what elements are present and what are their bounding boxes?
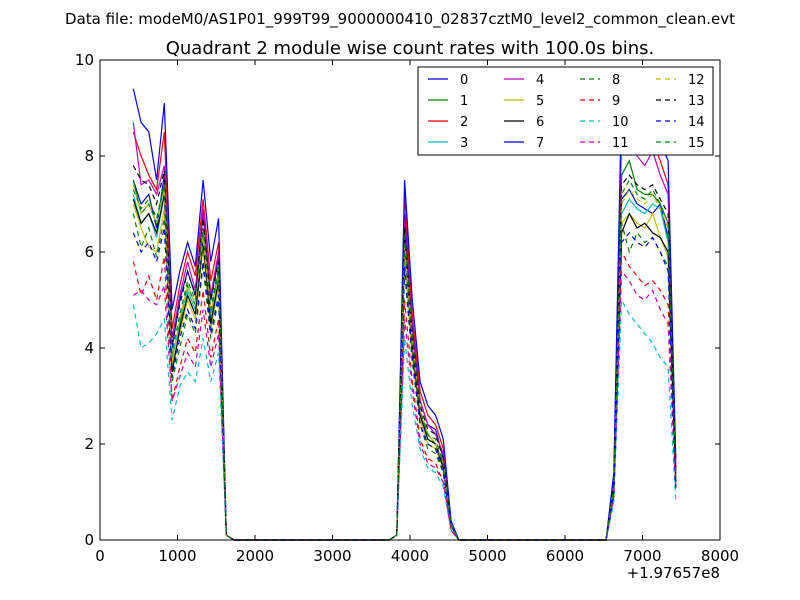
legend-label-0: 0 [460,73,468,88]
x-tick-label: 7000 [623,547,661,565]
x-tick-label: 3000 [313,547,351,565]
legend-label-3: 3 [460,136,468,151]
legend-label-1: 1 [460,94,468,109]
legend-label-13: 13 [688,94,705,109]
series-line-9 [132,249,677,541]
series-layer [132,88,677,541]
x-tick-label: 5000 [468,547,506,565]
x-tick-label: 4000 [391,547,429,565]
legend-label-4: 4 [536,73,544,88]
legend-label-12: 12 [688,73,705,88]
legend-label-7: 7 [536,136,544,151]
legend-box [417,66,714,156]
suptitle: Data file: modeM0/AS1P01_999T99_90000004… [65,10,735,29]
x-tick-label: 2000 [236,547,274,565]
legend-label-11: 11 [612,136,629,151]
legend-label-8: 8 [612,73,620,88]
legend-label-6: 6 [536,115,544,130]
x-tick-label: 8000 [701,547,739,565]
legend-label-9: 9 [612,94,620,109]
series-line-11 [132,269,677,541]
series-line-14 [132,227,677,541]
y-tick-label: 10 [75,51,94,69]
legend-label-2: 2 [460,115,468,130]
series-line-13 [132,165,677,541]
y-tick-label: 4 [84,339,94,357]
chart-title: Quadrant 2 module wise count rates with … [166,38,655,59]
legend-label-5: 5 [536,94,544,109]
y-tick-label: 0 [84,531,94,549]
x-tick-label: 1000 [158,547,196,565]
series-line-15 [132,178,677,541]
y-tick-label: 8 [84,147,94,165]
legend-label-15: 15 [688,136,705,151]
series-line-10 [132,297,677,541]
series-line-6 [132,194,677,541]
y-tick-label: 2 [84,435,94,453]
series-line-8 [132,213,677,541]
x-tick-label: 0 [95,547,105,565]
legend-label-10: 10 [612,115,629,130]
legend-label-14: 14 [688,115,705,130]
x-offset-label: +1.97657e8 [627,564,720,582]
y-tick-label: 6 [84,243,94,261]
x-tick-label: 6000 [546,547,584,565]
